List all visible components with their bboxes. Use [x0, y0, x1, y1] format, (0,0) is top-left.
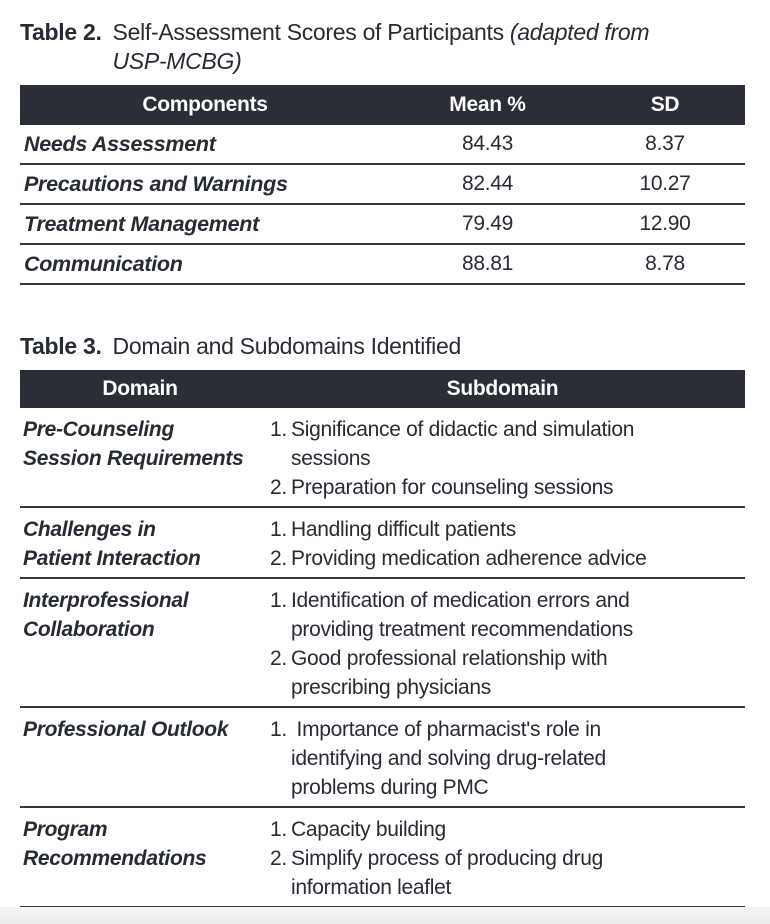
component-cell: Precautions and Warnings	[24, 171, 288, 196]
item-text: Preparation for counseling sessions	[291, 476, 614, 499]
domain-cell: Pre-Counseling Session Requirements	[23, 418, 244, 470]
subdomain-item: 1. Significance of didactic and simulati…	[270, 415, 745, 473]
table-row: Needs Assessment 84.43 8.37	[20, 125, 745, 165]
table3-caption-label: Table 3.	[20, 333, 102, 359]
subdomain-item: 2. Simplify process of producing drug in…	[270, 844, 745, 902]
table2-caption-body: Self-Assessment Scores of Participants (…	[113, 18, 745, 76]
item-number: 1.	[270, 718, 287, 741]
item-number: 1.	[270, 418, 287, 441]
sd-cell: 8.37	[645, 132, 685, 155]
item-text: Significance of didactic and simulation …	[291, 418, 635, 470]
table2-header-row: Components Mean % SD	[20, 85, 745, 125]
domain-cell: Program Recommendations	[23, 818, 207, 870]
item-number: 2.	[270, 647, 287, 670]
subdomain-item: 1. Identification of medication errors a…	[270, 586, 745, 644]
item-text: Importance of pharmacist's role in ident…	[291, 718, 606, 799]
item-number: 1.	[270, 518, 287, 541]
item-text: Capacity building	[291, 818, 446, 841]
table3-header-domain: Domain	[102, 377, 178, 400]
table2-header-components: Components	[142, 93, 268, 116]
domain-cell: Interprofessional Collaboration	[23, 589, 189, 641]
domain-cell: Professional Outlook	[23, 718, 229, 741]
table3-caption: Table 3. Domain and Subdomains Identifie…	[20, 332, 745, 361]
item-number: 2.	[270, 847, 287, 870]
table3-header-row: Domain Subdomain	[20, 370, 745, 408]
table-row: Program Recommendations 1. Capacity buil…	[20, 808, 745, 908]
subdomain-item: 2. Good professional relationship with p…	[270, 644, 745, 702]
item-text: Good professional relationship with pres…	[291, 647, 608, 699]
subdomain-cell: 1. Importance of pharmacist's role in id…	[260, 708, 745, 806]
item-number: 2.	[270, 476, 287, 499]
table-row: Challenges in Patient Interaction 1. Han…	[20, 508, 745, 579]
subdomain-item: 1. Capacity building	[270, 815, 745, 844]
table2-caption-label: Table 2.	[20, 19, 102, 45]
subdomain-cell: 1. Identification of medication errors a…	[260, 579, 745, 706]
component-cell: Communication	[24, 251, 183, 276]
subdomain-cell: 1. Capacity building 2. Simplify process…	[260, 808, 745, 906]
component-cell: Needs Assessment	[24, 131, 216, 156]
table3: Domain Subdomain Pre-Counseling Session …	[20, 370, 745, 908]
table-row: Communication 88.81 8.78	[20, 245, 745, 285]
subdomain-item: 2. Preparation for counseling sessions	[270, 473, 745, 502]
table2-caption: Table 2. Self-Assessment Scores of Parti…	[20, 18, 745, 76]
mean-cell: 84.43	[461, 132, 514, 155]
item-number: 1.	[270, 589, 287, 612]
table2-header-sd: SD	[650, 93, 680, 116]
table2-caption-text: Self-Assessment Scores of Participants	[112, 19, 510, 45]
table2: Components Mean % SD Needs Assessment 84…	[20, 85, 745, 285]
table-row: Pre-Counseling Session Requirements 1. S…	[20, 408, 745, 508]
table-row: Precautions and Warnings 82.44 10.27	[20, 165, 745, 205]
domain-cell: Challenges in Patient Interaction	[23, 518, 201, 570]
table3-caption-text: Domain and Subdomains Identified	[112, 333, 462, 359]
table3-header-subdomain: Subdomain	[446, 377, 559, 400]
subdomain-item: 1. Handling difficult patients	[270, 515, 745, 544]
subdomain-item: 2. Providing medication adherence advice	[270, 544, 745, 573]
subdomain-cell: 1. Significance of didactic and simulati…	[260, 408, 745, 506]
item-text: Handling difficult patients	[291, 518, 516, 541]
component-cell: Treatment Management	[24, 211, 259, 236]
mean-cell: 79.49	[461, 212, 514, 235]
mean-cell: 88.81	[461, 252, 514, 275]
scan-edge-strip	[0, 907, 770, 924]
item-number: 1.	[270, 818, 287, 841]
sd-cell: 10.27	[639, 172, 691, 195]
item-number: 2.	[270, 547, 287, 570]
sd-cell: 12.90	[639, 212, 691, 235]
item-text: Providing medication adherence advice	[291, 547, 647, 570]
item-text: Simplify process of producing drug infor…	[291, 847, 603, 899]
table2-caption-note: (adapted from USP-MCBG)	[112, 19, 650, 74]
mean-cell: 82.44	[461, 172, 514, 195]
table2-header-mean: Mean %	[449, 93, 526, 116]
sd-cell: 8.78	[645, 252, 685, 275]
table-row: Interprofessional Collaboration 1. Ident…	[20, 579, 745, 708]
table-row: Treatment Management 79.49 12.90	[20, 205, 745, 245]
item-text: Identification of medication errors and …	[291, 589, 634, 641]
table-row: Professional Outlook 1. Importance of ph…	[20, 708, 745, 808]
subdomain-item: 1. Importance of pharmacist's role in id…	[270, 715, 745, 802]
subdomain-cell: 1. Handling difficult patients 2. Provid…	[260, 508, 745, 577]
